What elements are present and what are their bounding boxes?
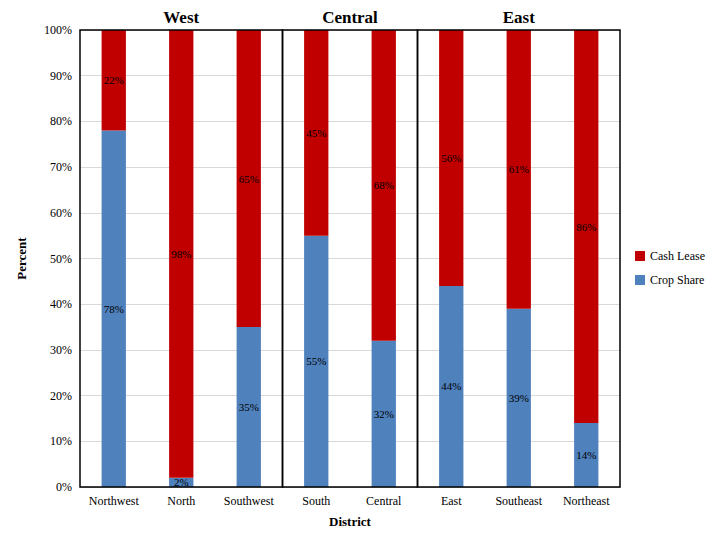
svg-text:40%: 40% xyxy=(50,297,72,311)
svg-text:East: East xyxy=(503,8,535,27)
svg-text:Central: Central xyxy=(366,494,402,508)
svg-text:Southwest: Southwest xyxy=(224,494,275,508)
svg-text:60%: 60% xyxy=(50,206,72,220)
svg-text:District: District xyxy=(329,514,372,529)
svg-text:86%: 86% xyxy=(576,221,596,233)
svg-text:Central: Central xyxy=(322,8,378,27)
svg-text:West: West xyxy=(163,8,199,27)
svg-text:22%: 22% xyxy=(104,74,124,86)
svg-text:61%: 61% xyxy=(509,163,529,175)
svg-text:55%: 55% xyxy=(306,355,326,367)
svg-text:32%: 32% xyxy=(374,408,394,420)
svg-text:East: East xyxy=(441,494,462,508)
svg-text:20%: 20% xyxy=(50,389,72,403)
svg-text:90%: 90% xyxy=(50,69,72,83)
svg-text:30%: 30% xyxy=(50,343,72,357)
svg-text:Percent: Percent xyxy=(14,237,29,280)
svg-text:0%: 0% xyxy=(56,480,72,494)
svg-text:Northeast: Northeast xyxy=(563,494,610,508)
svg-text:68%: 68% xyxy=(374,179,394,191)
svg-text:Southeast: Southeast xyxy=(495,494,542,508)
svg-text:45%: 45% xyxy=(306,127,326,139)
svg-text:Cash Lease: Cash Lease xyxy=(650,249,705,263)
svg-text:14%: 14% xyxy=(576,449,596,461)
svg-text:78%: 78% xyxy=(104,303,124,315)
svg-text:100%: 100% xyxy=(44,23,72,37)
svg-text:2%: 2% xyxy=(173,476,189,489)
svg-text:Crop Share: Crop Share xyxy=(650,273,704,287)
svg-text:50%: 50% xyxy=(50,252,72,266)
svg-text:98%: 98% xyxy=(171,248,191,260)
svg-text:80%: 80% xyxy=(50,114,72,128)
svg-text:44%: 44% xyxy=(441,380,461,392)
svg-text:70%: 70% xyxy=(50,160,72,174)
svg-text:65%: 65% xyxy=(239,173,259,185)
svg-text:South: South xyxy=(302,494,330,508)
svg-text:10%: 10% xyxy=(50,434,72,448)
svg-text:North: North xyxy=(167,494,195,508)
svg-text:39%: 39% xyxy=(509,392,529,404)
svg-text:35%: 35% xyxy=(239,401,259,413)
svg-text:Northwest: Northwest xyxy=(89,494,140,508)
svg-text:56%: 56% xyxy=(441,152,461,164)
